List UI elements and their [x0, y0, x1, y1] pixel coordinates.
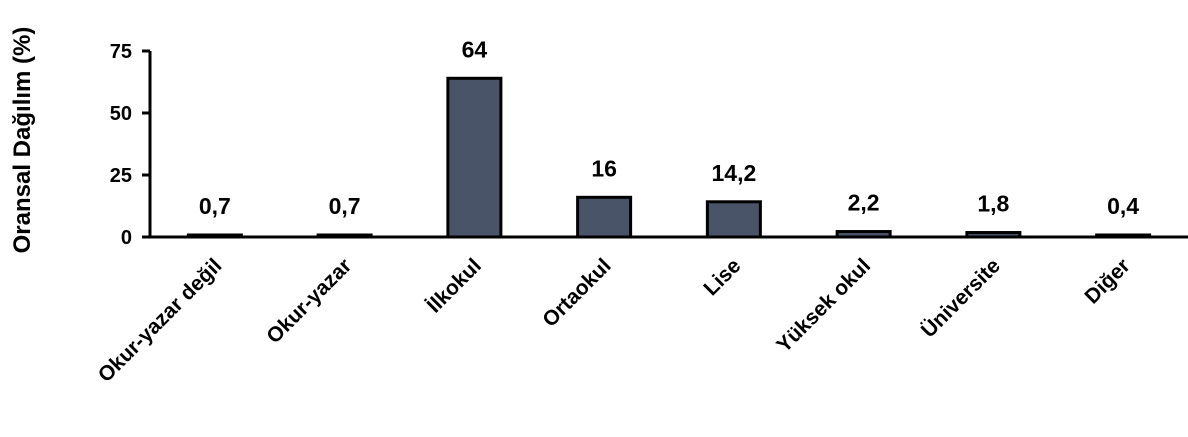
- x-tick-label: Ortaokul: [538, 254, 615, 331]
- bar-data-label: 0,4: [1107, 193, 1139, 219]
- y-axis-ticks: 0 25 50 75: [110, 41, 150, 249]
- bar-data-label: 0,7: [199, 193, 231, 219]
- bar-data-label: 14,2: [711, 160, 756, 186]
- y-tick-label: 25: [110, 165, 132, 187]
- bar-data-label: 1,8: [977, 191, 1009, 217]
- x-tick-label: Lise: [699, 254, 745, 300]
- x-tick-label: İlkokul: [423, 254, 486, 317]
- x-tick-label: Okur-yazar değil: [94, 254, 227, 387]
- x-tick-label: Diğer: [1080, 254, 1134, 308]
- data-labels: 0,7 0,7 64 16 14,2 2,2 1,8 0,4: [199, 36, 1139, 219]
- bar-data-label: 0,7: [329, 193, 361, 219]
- bar: [705, 200, 762, 239]
- bar-data-label: 2,2: [848, 190, 880, 216]
- x-tick-label: Üniversite: [917, 254, 1005, 342]
- y-axis-title: Oransal Dağılım (%): [9, 27, 36, 254]
- bar-data-label: 64: [462, 36, 488, 62]
- y-tick-label: 50: [110, 103, 132, 125]
- x-axis-labels: Okur-yazar değil Okur-yazar İlkokul Ortaoku…: [94, 254, 1135, 387]
- y-tick-label: 0: [121, 227, 132, 249]
- bars: [186, 76, 1152, 239]
- y-tick-label: 75: [110, 41, 132, 63]
- x-tick-label: Yüksek okul: [772, 254, 875, 357]
- bar-data-label: 16: [591, 155, 617, 181]
- bar: [446, 76, 503, 239]
- bar: [576, 195, 633, 239]
- x-tick-label: Okur-yazar: [262, 254, 356, 348]
